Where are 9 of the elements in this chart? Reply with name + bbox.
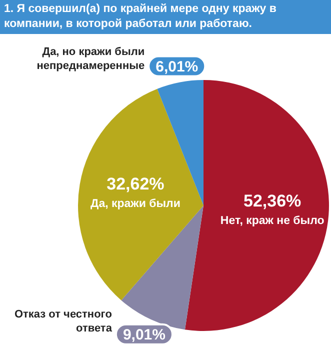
chart-title: 1. Я совершил(а) по крайней мере одну кражу в компании, в которой работал или работаю. [0, 0, 331, 34]
data-label: 32,62% [106, 174, 164, 194]
slice-label: Нет, краж не было [220, 214, 324, 227]
slice-label: Да, кражи были [90, 198, 180, 210]
slice-label: Отказ от честного ответа [14, 308, 113, 334]
data-label: 6,01% [156, 58, 198, 76]
slice-label: Да, но кражи были непреднамеренные [36, 46, 145, 72]
data-label: 52,36% [244, 191, 302, 210]
data-label: 9,01% [122, 326, 166, 344]
